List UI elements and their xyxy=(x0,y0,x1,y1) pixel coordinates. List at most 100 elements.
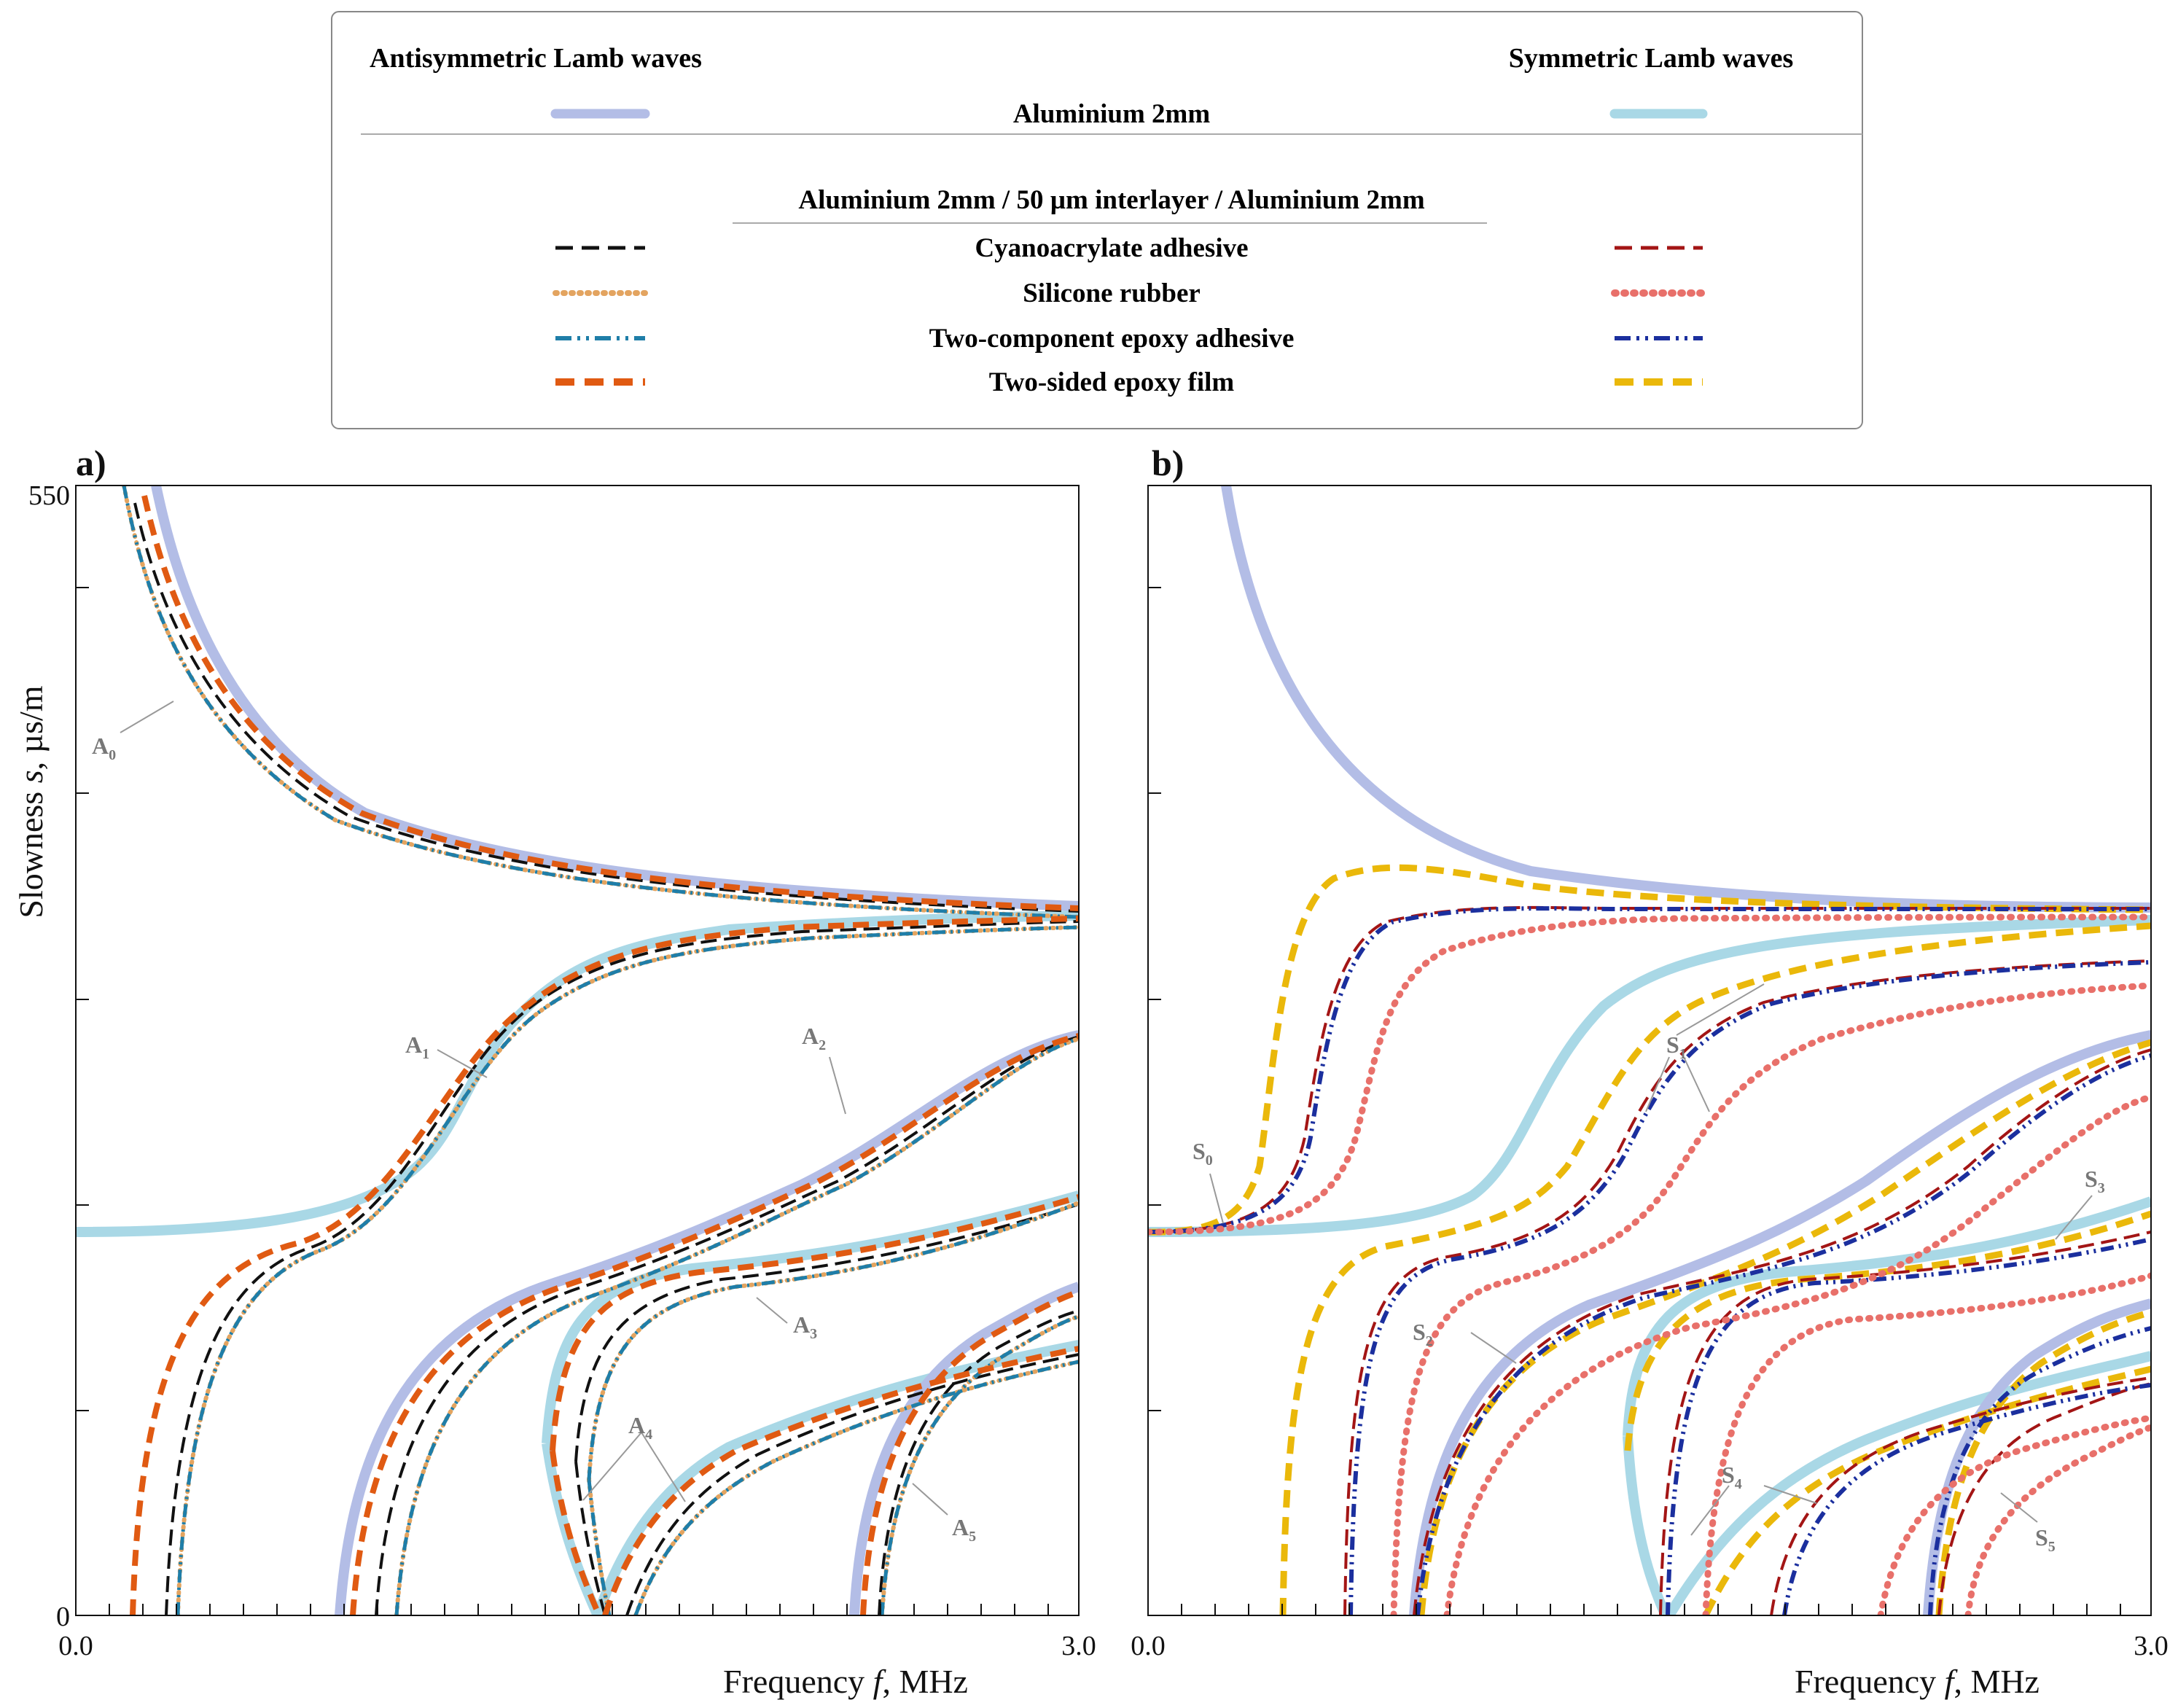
mode-label-A2: A2 xyxy=(802,1023,826,1053)
b-film-S4 xyxy=(1702,1365,2151,1615)
b-cyano-S3 xyxy=(1659,1231,2151,1615)
panel-a: a) xyxy=(12,442,1096,1700)
panel-b-curves xyxy=(1148,486,2151,1615)
a-epoxy-A1 xyxy=(176,925,1079,1615)
panel-a-frame xyxy=(75,485,1080,1616)
a-cyano-A2 xyxy=(375,1035,1079,1615)
b-epoxy-S0 xyxy=(1148,906,2151,1234)
b-silicone-S2 xyxy=(1443,1093,2151,1615)
a-cyano-A1 xyxy=(165,920,1079,1615)
a-ref-A3 xyxy=(542,1190,1079,1444)
mode-label-S3: S3 xyxy=(2085,1166,2105,1196)
b-silicone-S5 xyxy=(1964,1424,2151,1615)
y-min-tick-label: 0 xyxy=(56,1602,70,1632)
legend-item-silicone: Silicone rubber xyxy=(1023,278,1201,308)
mode-label-S5: S5 xyxy=(2035,1524,2056,1555)
mode-label-A3: A3 xyxy=(793,1311,817,1342)
a-epoxy-A4 xyxy=(587,1360,1079,1615)
y-axis-label: Slowness s, µs/m xyxy=(12,685,50,918)
panel-a-xmax-label: 3.0 xyxy=(1061,1631,1096,1661)
b-silicone-S3 xyxy=(1702,1272,2151,1615)
a-cyano-A5 xyxy=(878,1309,1079,1615)
mode-label-S0: S0 xyxy=(1193,1138,1213,1169)
panel-a-letter: a) xyxy=(76,442,106,483)
mode-label-A5: A5 xyxy=(952,1514,976,1545)
panel-b: b) xyxy=(1131,442,2169,1700)
a-epoxy-A3 xyxy=(587,1201,1079,1481)
b-ref-S4b xyxy=(1665,1351,2151,1615)
panel-b-xlabel: Frequency f, MHz xyxy=(1795,1663,2040,1700)
a-ref-A4b xyxy=(593,1340,1079,1615)
panel-b-ticks xyxy=(1148,587,2121,1615)
a-epoxy-A5 xyxy=(880,1314,1079,1615)
legend-item-cyanoacrylate: Cyanoacrylate adhesive xyxy=(975,233,1248,263)
b-ref-S4a xyxy=(1623,1435,1671,1615)
mode-label-A4: A4 xyxy=(628,1412,652,1443)
panel-a-curves xyxy=(76,486,1079,1615)
mode-label-S4: S4 xyxy=(1722,1462,1742,1492)
a-cyano-A3 xyxy=(574,1203,1079,1462)
a-silicone-A4 xyxy=(587,1360,1079,1615)
a-ref-A2 xyxy=(335,1030,1079,1615)
a-film-A5 xyxy=(860,1289,1079,1615)
a-cyano-A4 xyxy=(574,1353,1079,1615)
panel-a-ticks xyxy=(76,587,1049,1615)
a-cyano-A0 xyxy=(133,502,1079,913)
b-epoxy-S5 xyxy=(1928,1326,2151,1615)
b-ref-S2 xyxy=(1409,1030,2151,1615)
a-epoxy-A0 xyxy=(122,486,1079,919)
a-film-A1 xyxy=(130,916,1079,1615)
b-ref-A0 xyxy=(1221,486,2151,913)
mode-label-A0: A0 xyxy=(92,733,116,763)
b-ref-S0S1 xyxy=(1148,915,2151,1237)
legend: Antisymmetric Lamb waves Symmetric Lamb … xyxy=(331,11,1863,429)
b-silicone-S4 xyxy=(1877,1414,2151,1615)
legend-reference-label: Aluminium 2mm xyxy=(1013,99,1211,129)
a-epoxy-A2 xyxy=(394,1037,1079,1615)
a-film-A4 xyxy=(550,1346,1079,1615)
mode-label-S2: S2 xyxy=(1413,1319,1433,1349)
b-film-S5 xyxy=(1935,1309,2151,1615)
panel-b-xmin-label: 0.0 xyxy=(1131,1631,1166,1661)
a-ref-A5 xyxy=(849,1282,1079,1615)
legend-frame xyxy=(331,11,1863,429)
a-film-A0 xyxy=(141,495,1079,911)
b-silicone-S1 xyxy=(1390,982,2151,1615)
b-ref-S5 xyxy=(1923,1298,2151,1615)
a-film-A2 xyxy=(350,1033,1079,1615)
b-epoxy-S3 xyxy=(1666,1237,2151,1615)
legend-antisymmetric-header: Antisymmetric Lamb waves xyxy=(370,43,702,74)
panel-b-xmax-label: 3.0 xyxy=(2134,1631,2169,1661)
legend-item-two-sided-film: Two-sided epoxy film xyxy=(989,367,1235,397)
legend-item-two-component-epoxy: Two-component epoxy adhesive xyxy=(929,324,1295,354)
b-ref-S3 xyxy=(1623,1196,2151,1437)
b-cyano-S5 xyxy=(1937,1382,2151,1615)
b-epoxy-S2 xyxy=(1416,1053,2151,1615)
a-silicone-A2 xyxy=(394,1037,1079,1615)
b-cyano-S4 xyxy=(1770,1376,2151,1615)
a-film-A3 xyxy=(550,1194,1079,1451)
b-cyano-S1 xyxy=(1343,959,2151,1615)
b-epoxy-S1 xyxy=(1348,960,2151,1615)
panel-a-xmin-label: 0.0 xyxy=(58,1631,93,1661)
panel-a-xlabel: Frequency f, MHz xyxy=(723,1663,968,1700)
panel-b-letter: b) xyxy=(1152,442,1184,483)
b-cyano-S2 xyxy=(1413,1048,2151,1615)
a-ref-A0 xyxy=(151,486,1079,911)
a-silicone-A1 xyxy=(176,925,1079,1615)
b-film-S0 xyxy=(1148,864,2151,1236)
panel-b-annotation-arrows xyxy=(1209,983,2093,1536)
b-cyano-S0 xyxy=(1148,905,2151,1233)
legend-symmetric-header: Symmetric Lamb waves xyxy=(1509,43,1793,74)
a-ref-S-branch xyxy=(76,910,1079,1237)
panel-a-annotation-arrows xyxy=(120,701,948,1516)
y-max-tick-label: 550 xyxy=(28,480,70,511)
mode-label-S1: S1 xyxy=(1666,1032,1687,1062)
a-silicone-A0 xyxy=(122,486,1079,919)
b-film-S1 xyxy=(1279,922,2151,1615)
legend-group-label: Aluminium 2mm / 50 µm interlayer / Alumi… xyxy=(798,185,1424,215)
b-silicone-S0 xyxy=(1148,913,2151,1236)
mode-label-A1: A1 xyxy=(405,1032,429,1062)
panel-b-frame xyxy=(1147,485,2152,1616)
